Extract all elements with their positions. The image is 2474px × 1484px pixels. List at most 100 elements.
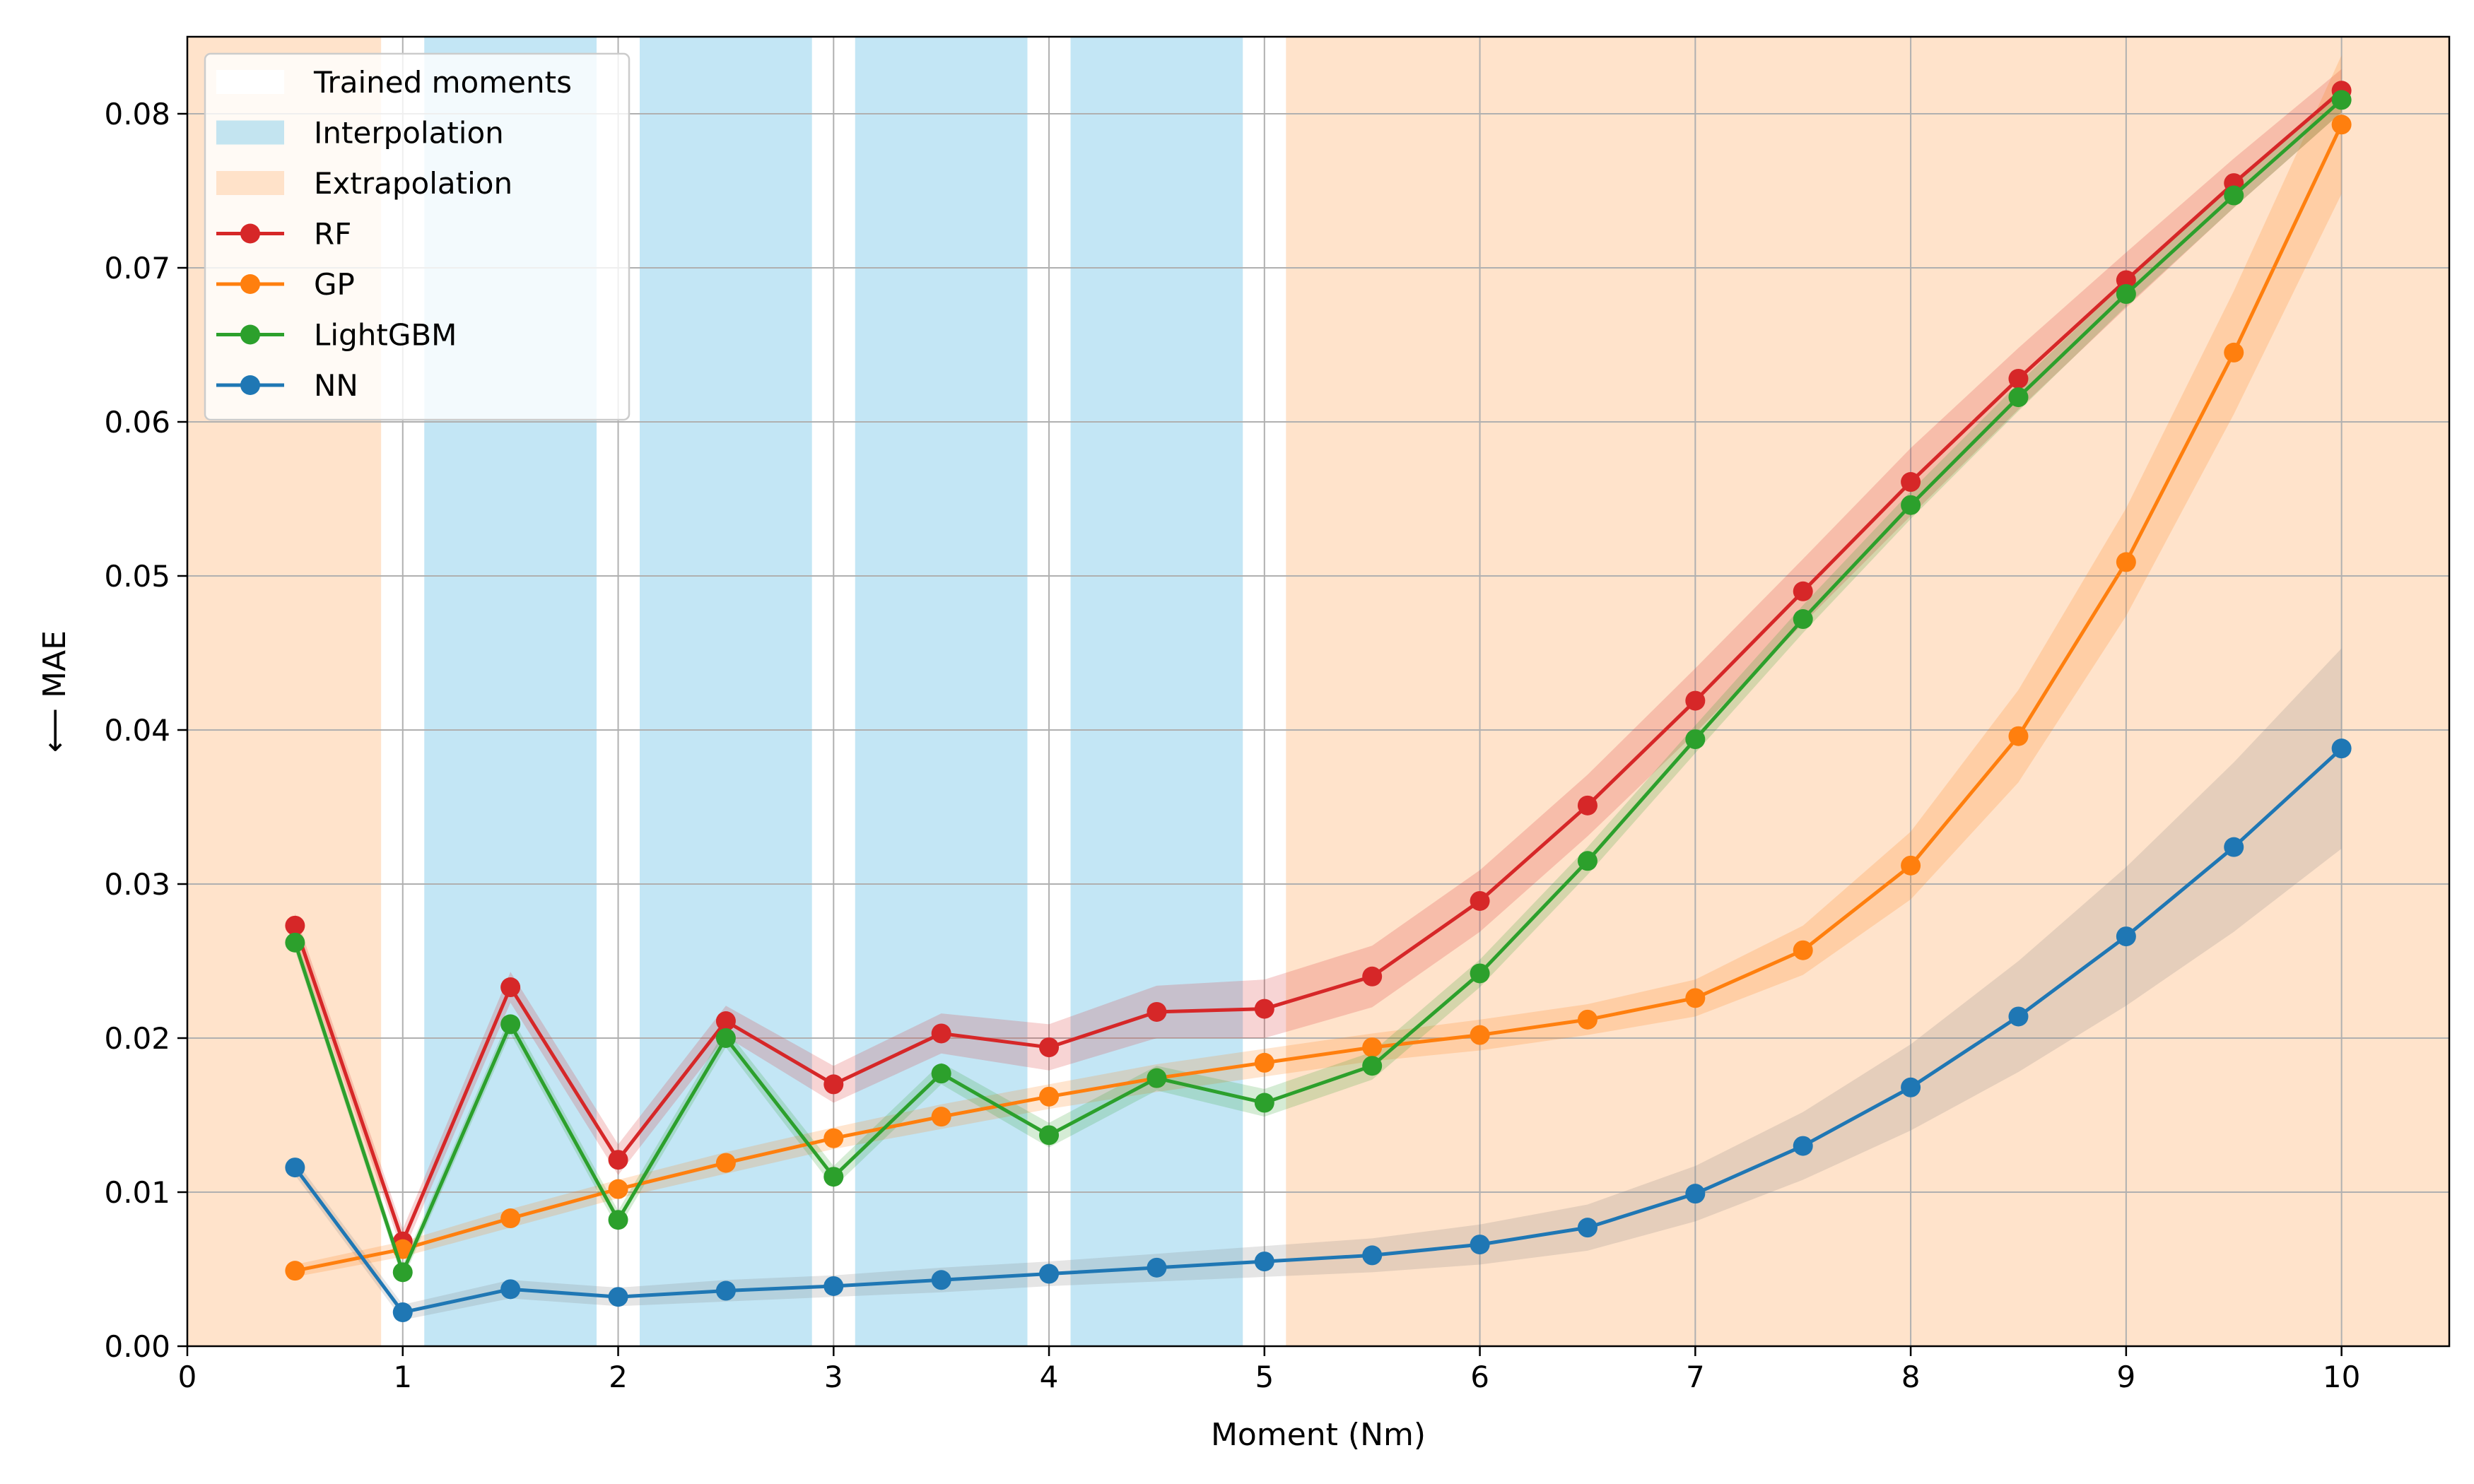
gp-point — [1685, 988, 1706, 1008]
rf-point — [1470, 890, 1490, 911]
legend-swatch-trained-moments — [216, 70, 284, 94]
legend-swatch-interpolation — [216, 120, 284, 145]
nn-point — [1039, 1264, 1060, 1284]
legend-label-trained-moments: Trained moments — [313, 65, 572, 100]
nn-point — [2008, 1006, 2029, 1027]
lightgbm-point — [2008, 387, 2029, 408]
data-series — [285, 81, 2352, 1323]
gp-point — [608, 1179, 628, 1199]
x-tick-label: 7 — [1686, 1360, 1705, 1394]
legend-marker-nn — [240, 375, 260, 395]
rf-line — [293, 89, 2343, 1244]
gp-point — [1470, 1025, 1490, 1045]
lightgbm-point — [715, 1028, 736, 1048]
nn-point — [1901, 1077, 1921, 1097]
lightgbm-point — [2116, 284, 2136, 305]
nn-point — [1793, 1136, 1813, 1156]
gp-point — [1577, 1009, 1597, 1030]
y-tick-label: 0.00 — [104, 1329, 170, 1364]
legend-label-gp: GP — [314, 267, 355, 302]
lightgbm-point — [285, 932, 305, 953]
legend: Trained moments Interpolation Extrapolatio… — [204, 52, 631, 421]
nn-point — [1685, 1184, 1706, 1204]
lightgbm-point — [1254, 1093, 1274, 1113]
lightgbm-point — [1147, 1068, 1167, 1088]
legend-marker-lightgbm — [240, 324, 260, 345]
nn-point — [500, 1279, 521, 1300]
legend-label-nn: NN — [314, 368, 358, 403]
y-tick-label: 0.03 — [104, 867, 170, 902]
interpolation-region — [1070, 37, 1243, 1346]
lightgbm-point — [500, 1014, 521, 1035]
legend-label-rf: RF — [314, 217, 351, 252]
nn-point — [931, 1270, 951, 1290]
lightgbm-point — [931, 1064, 951, 1084]
lightgbm-point — [1362, 1056, 1383, 1076]
nn-point — [2331, 738, 2352, 759]
nn-point — [1362, 1245, 1383, 1266]
nn-point — [392, 1302, 413, 1323]
gp-point — [500, 1208, 521, 1229]
legend-label-lightgbm: LightGBM — [314, 318, 457, 353]
legend-marker-rf — [240, 223, 260, 244]
rf-confidence-band — [295, 69, 2342, 1254]
nn-point — [608, 1287, 628, 1307]
nn-point — [2116, 926, 2136, 947]
legend-label-extrapolation: Extrapolation — [314, 166, 512, 201]
nn-point — [715, 1280, 736, 1301]
lightgbm-point — [1577, 851, 1597, 871]
gp-point — [2331, 114, 2352, 135]
lightgbm-point — [1039, 1125, 1060, 1146]
gp-line — [294, 124, 2343, 1273]
legend-marker-gp — [240, 274, 260, 294]
lightgbm-line — [293, 98, 2343, 1274]
y-axis-label: ⟵ MAE — [37, 630, 73, 753]
x-tick-label: 3 — [824, 1360, 843, 1394]
y-tick-label: 0.02 — [104, 1021, 170, 1056]
legend-swatch-extrapolation — [216, 171, 284, 195]
nn-point — [823, 1276, 844, 1296]
rf-point — [608, 1150, 628, 1170]
lightgbm-point — [823, 1167, 844, 1187]
gp-point — [1793, 940, 1813, 960]
nn-point — [1147, 1257, 1167, 1278]
nn-line — [293, 747, 2343, 1314]
gp-point — [2008, 726, 2029, 746]
interpolation-region — [640, 37, 812, 1346]
y-tick-label: 0.07 — [104, 251, 170, 285]
lightgbm-point — [1470, 963, 1490, 984]
rf-point — [1039, 1037, 1060, 1058]
interpolation-region — [855, 37, 1028, 1346]
x-tick-label: 5 — [1255, 1360, 1274, 1394]
x-tick-label: 4 — [1040, 1360, 1059, 1394]
lightgbm-point — [2331, 90, 2352, 110]
rf-point — [1901, 472, 1921, 493]
x-tick-label: 10 — [2323, 1360, 2360, 1394]
nn-point — [285, 1158, 305, 1178]
lightgbm-point — [2224, 185, 2244, 206]
y-tick-label: 0.04 — [104, 713, 170, 748]
rf-point — [2008, 368, 2029, 389]
rf-point — [2116, 270, 2136, 290]
lightgbm-point — [1685, 729, 1706, 750]
axis-ticks: 0 1 2 3 4 5 6 7 8 9 10 0.00 0.01 0.02 0.03 0.04 0.05 0.06… — [104, 97, 2360, 1394]
lightgbm-point — [1901, 495, 1921, 515]
rf-point — [1147, 1001, 1167, 1022]
gp-point — [2116, 552, 2136, 572]
lightgbm-point — [1793, 609, 1813, 630]
confidence-bands — [295, 55, 2342, 1320]
gp-point — [931, 1107, 951, 1127]
x-tick-label: 8 — [1901, 1360, 1921, 1394]
nn-point — [1254, 1252, 1274, 1272]
lightgbm-point — [392, 1262, 413, 1283]
lightgbm-point — [608, 1210, 628, 1230]
x-tick-label: 2 — [609, 1360, 628, 1394]
nn-confidence-band — [295, 648, 2342, 1320]
nn-point — [1577, 1218, 1597, 1238]
x-tick-label: 1 — [393, 1360, 412, 1394]
rf-point — [1685, 690, 1706, 711]
gp-point — [1254, 1052, 1274, 1073]
x-tick-label: 0 — [178, 1360, 197, 1394]
x-tick-label: 6 — [1470, 1360, 1489, 1394]
